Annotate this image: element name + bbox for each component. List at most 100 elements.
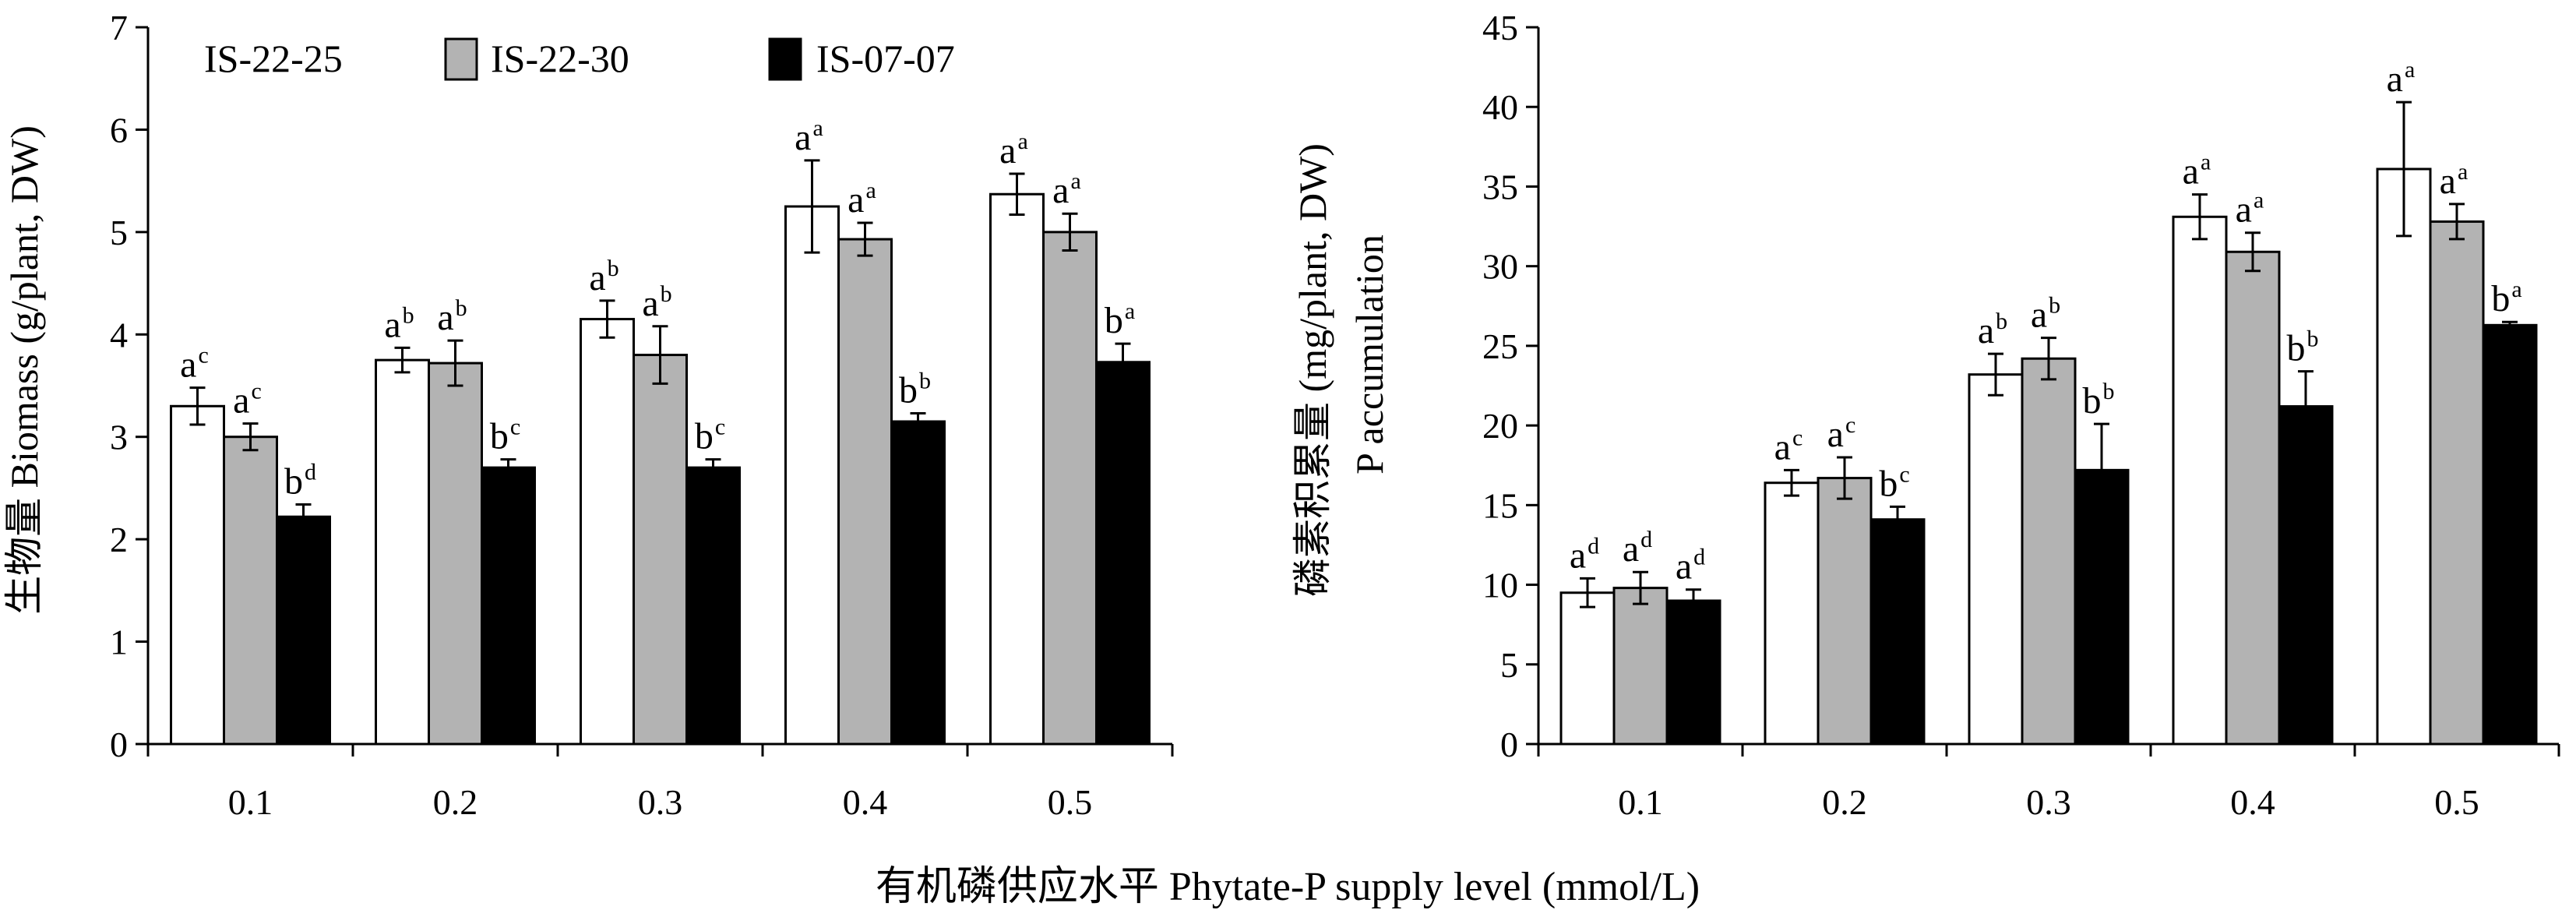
biomass-y-tick-label: 7 (110, 8, 128, 48)
biomass-bar-is-22-30 (633, 354, 688, 746)
biomass-x-tick-label: 0.3 (638, 782, 683, 822)
p-bar-is-22-30 (2225, 250, 2281, 746)
biomass-bar-is-07-07 (1095, 361, 1151, 746)
p-significance-label: ad (1623, 527, 1652, 570)
p-significance-label: ab (2031, 293, 2060, 336)
legend-label-is-22-25: IS-22-25 (204, 37, 343, 80)
biomass-bar-is-22-30 (837, 238, 893, 746)
legend-swatch-is-22-30 (444, 37, 478, 81)
biomass-significance-label: ac (233, 379, 262, 421)
biomass-y-tick-label: 1 (110, 623, 128, 662)
biomass-significance-sup: b (919, 368, 931, 393)
p-x-tick-label: 0.2 (1822, 782, 1867, 822)
p-significance-sup: a (2254, 188, 2264, 213)
p-bar-is-22-30 (2021, 357, 2077, 746)
p-significance-label: ac (1827, 412, 1856, 455)
p-y-tick-label: 40 (1482, 87, 1518, 127)
legend-label-is-22-30: IS-22-30 (491, 37, 629, 80)
biomass-significance-sup: d (305, 459, 316, 485)
p-y-tick-label: 15 (1482, 485, 1518, 525)
biomass-significance-label: bb (899, 368, 931, 411)
biomass-significance-sup: b (403, 302, 414, 328)
p-significance-sup: b (1996, 309, 2007, 334)
p-bar-is-22-30 (1817, 477, 1873, 746)
biomass-significance-label: bd (284, 459, 316, 502)
p-bar-is-22-25 (2376, 168, 2432, 746)
biomass-bar-is-07-07 (685, 466, 741, 746)
biomass-significance-sup: c (251, 379, 261, 404)
p-y-tick-label: 30 (1482, 247, 1518, 287)
p-significance-label: ab (1978, 309, 2007, 351)
biomass-x-tick-label: 0.4 (843, 782, 888, 822)
biomass-y-tick-label: 3 (110, 418, 128, 457)
p-bar-is-22-30 (1612, 587, 1669, 746)
p-significance-sup: a (2405, 57, 2415, 83)
p-bar-is-22-25 (1559, 591, 1616, 746)
biomass-significance-sup: a (812, 115, 823, 141)
biomass-significance-label: aa (1052, 168, 1081, 211)
biomass-significance-label: aa (795, 115, 823, 158)
biomass-bar-is-22-25 (375, 358, 430, 746)
biomass-significance-sup: c (715, 414, 725, 440)
p-bar-is-07-07 (2482, 323, 2538, 746)
p-x-tick-label: 0.1 (1618, 782, 1663, 822)
p-bar-is-07-07 (1665, 599, 1721, 746)
p-significance-label: bb (2083, 379, 2115, 421)
biomass-bar-is-22-25 (170, 404, 225, 746)
biomass-bar-is-22-30 (1042, 231, 1098, 746)
biomass-significance-sup: a (1017, 129, 1027, 154)
p-y-tick-label: 45 (1482, 8, 1518, 48)
biomass-significance-sup: a (1070, 168, 1080, 194)
biomass-significance-label: ab (437, 295, 467, 338)
p-accumulation-chart: 磷素积累量 (mg/plant, DW) P accumulation 0 5 10… (1291, 8, 2560, 822)
biomass-bar-is-07-07 (276, 515, 331, 746)
p-significance-label: aa (2183, 150, 2211, 192)
p-significance-label: aa (2440, 159, 2469, 202)
p-significance-sup: d (1640, 527, 1652, 552)
biomass-significance-label: ab (642, 281, 671, 324)
p-significance-label: aa (2236, 188, 2264, 231)
biomass-significance-sup: b (608, 256, 619, 281)
biomass-significance-label: bc (695, 414, 725, 457)
p-significance-label: bb (2287, 326, 2319, 369)
biomass-significance-label: bc (490, 414, 520, 457)
biomass-significance-label: ba (1105, 298, 1135, 341)
biomass-significance-sup: b (661, 281, 672, 307)
p-significance-label: ba (2491, 277, 2521, 319)
p-significance-label: ac (1774, 425, 1803, 467)
p-y-tick-label: 5 (1500, 645, 1518, 685)
biomass-bar-is-22-25 (989, 192, 1045, 746)
biomass-x-tick-label: 0.2 (433, 782, 478, 822)
biomass-bar-is-22-30 (428, 362, 483, 746)
p-significance-sup: c (1845, 412, 1855, 438)
legend-swatch-is-07-07 (768, 37, 802, 81)
p-y-tick-label: 20 (1482, 406, 1518, 446)
biomass-y-tick-label: 6 (110, 110, 128, 150)
biomass-bar-is-22-30 (223, 436, 278, 746)
biomass-significance-label: ab (384, 302, 414, 345)
biomass-significance-sup: c (198, 343, 208, 369)
biomass-significance-label: aa (848, 178, 876, 220)
p-x-tick-label: 0.5 (2434, 782, 2479, 822)
biomass-significance-label: ab (589, 256, 618, 298)
p-x-tick-label: 0.4 (2230, 782, 2275, 822)
biomass-y-axis-label: 生物量 Biomass (g/plant, DW) (2, 125, 46, 615)
p-significance-sup: c (1899, 461, 1909, 487)
biomass-chart: 生物量 Biomass (g/plant, DW) 0 1 2 3 4 5 6 7 0.1 0.2… (2, 8, 1174, 822)
biomass-y-tick-label: 5 (110, 213, 128, 252)
legend: IS-22-25 IS-22-30 IS-07-07 (204, 37, 955, 81)
p-bar-is-22-25 (1764, 481, 1820, 746)
p-significance-sup: d (1693, 545, 1705, 570)
p-significance-label: ad (1676, 545, 1705, 587)
p-significance-sup: b (2307, 326, 2319, 352)
p-bar-is-22-30 (2429, 220, 2485, 746)
p-significance-label: ad (1570, 533, 1599, 576)
p-y-tick-label: 0 (1500, 725, 1518, 764)
biomass-significance-label: ac (180, 343, 209, 386)
p-bar-is-22-25 (2172, 215, 2228, 746)
biomass-y-tick-label: 0 (110, 725, 128, 764)
biomass-significance-sup: a (865, 178, 876, 203)
p-significance-sup: c (1792, 425, 1802, 450)
p-significance-sup: b (2103, 379, 2115, 404)
p-significance-label: aa (2387, 57, 2416, 100)
